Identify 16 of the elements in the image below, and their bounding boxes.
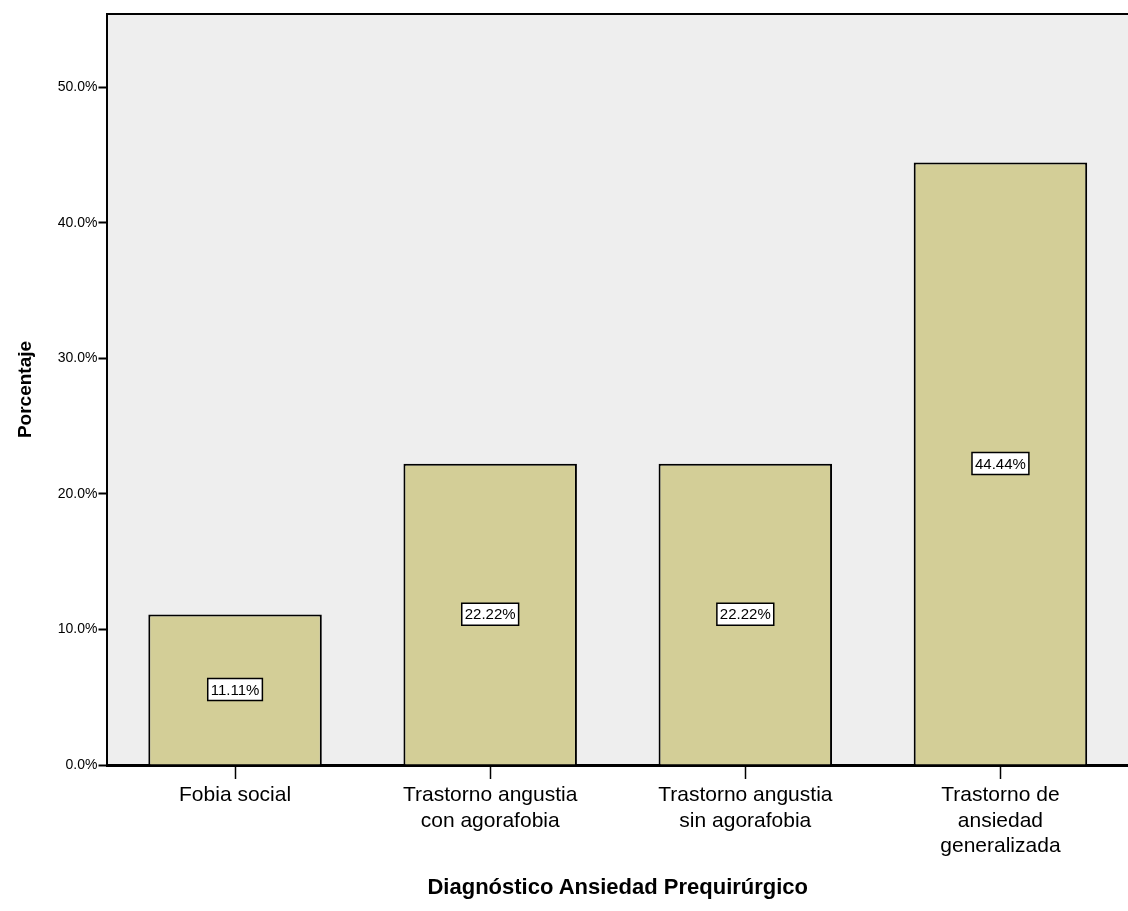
y-tick-label: 40.0% [57,213,98,230]
data-label: 11.11% [210,680,260,698]
x-tick-label: Fobia social [179,782,292,806]
x-tick-label: Trastorno angustia con agorafobia [403,782,578,831]
x-axis-title: Diagnóstico Ansiedad Prequirúrgico [427,873,809,899]
y-tick-label: 10.0% [57,620,98,637]
data-label: 22.22% [719,605,771,623]
data-label: 44.44% [975,454,1026,472]
y-tick-label: 20.0% [57,484,98,501]
y-tick-label: 0.0% [65,755,98,772]
x-tick-label: Trastorno de ansiedad generalizada [940,782,1061,856]
data-label: 22.22% [464,605,516,623]
x-tick-label: Trastorno angustia sin agorafobia [658,782,833,831]
y-axis-title: Porcentaje [13,340,35,439]
y-tick-label: 50.0% [57,78,98,95]
y-tick-label: 30.0% [57,349,98,366]
